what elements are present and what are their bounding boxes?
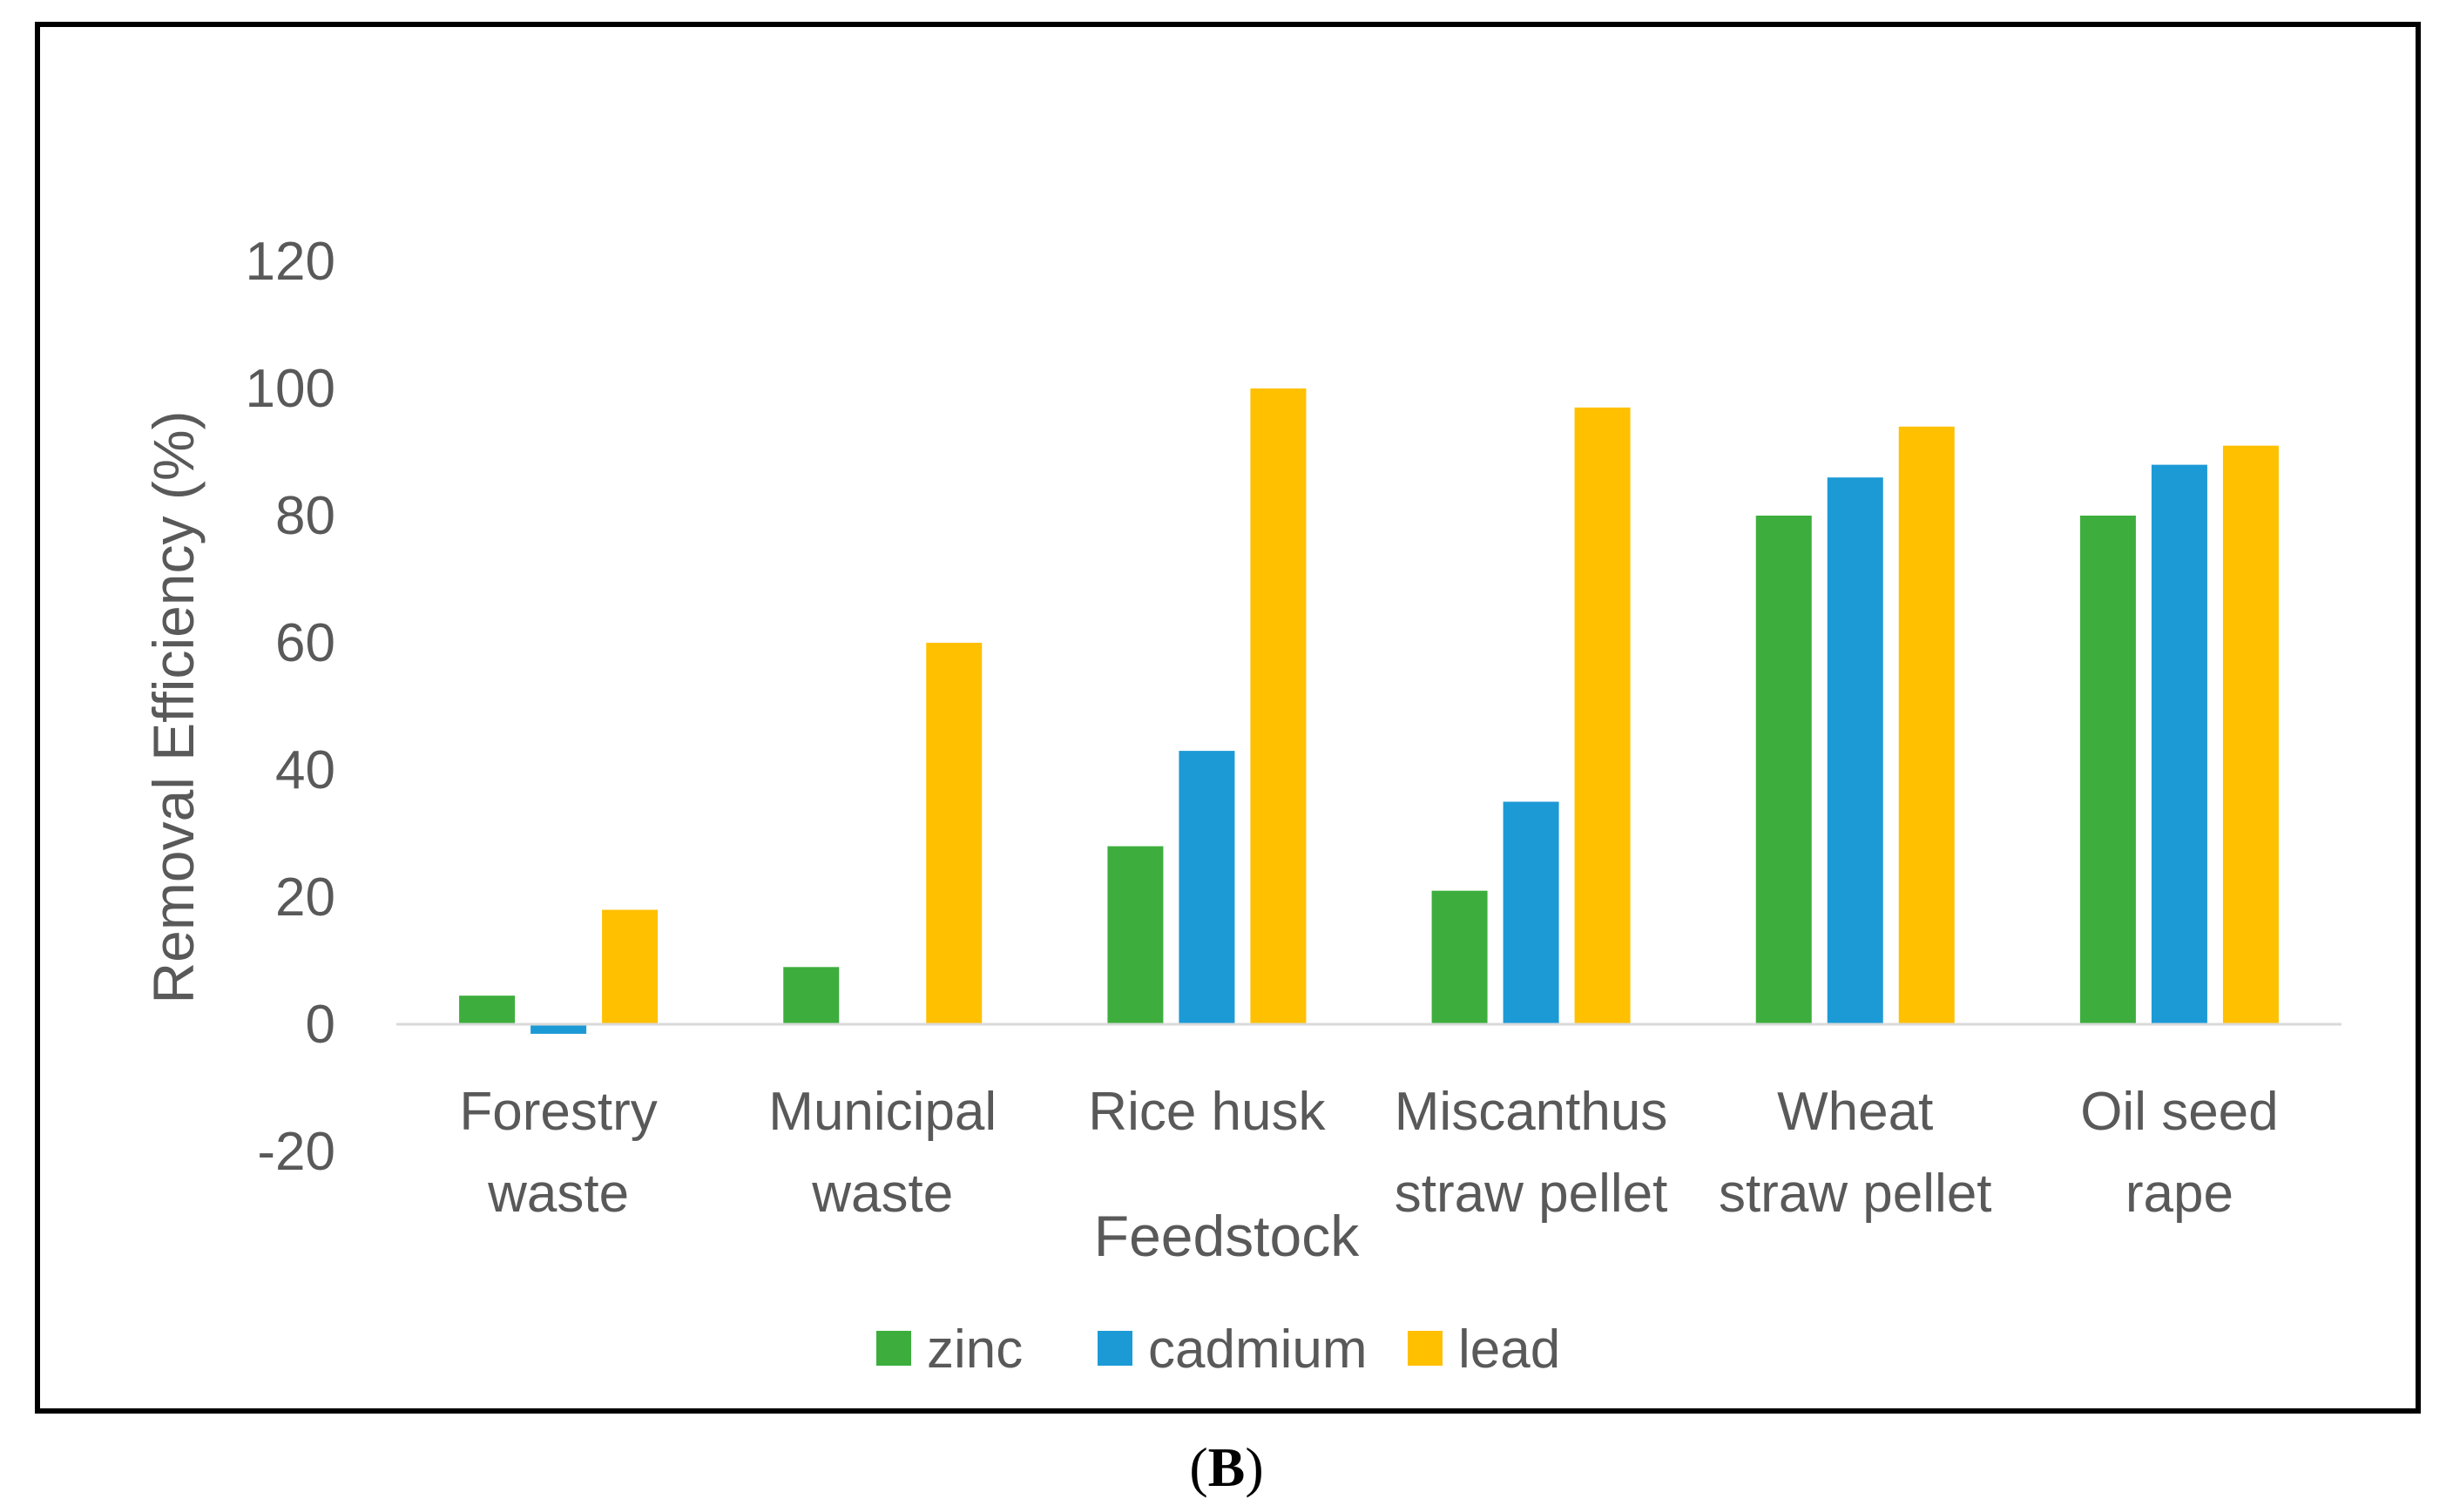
legend-swatch-cadmium xyxy=(1098,1331,1132,1366)
bar-zinc xyxy=(1755,516,1812,1024)
y-axis-title: Removal Efficiency (%) xyxy=(141,411,206,1004)
x-tick-label: Municipal waste xyxy=(768,1082,997,1224)
bar-lead xyxy=(1574,407,1631,1024)
y-tick-label: -20 xyxy=(257,1122,335,1182)
y-tick-label: 20 xyxy=(275,867,335,928)
legend-label-zinc: zinc xyxy=(927,1320,1023,1380)
bar-cadmium xyxy=(1827,477,1883,1024)
y-tick-labels: -20 0 20 40 60 80 100 120 xyxy=(246,232,335,1182)
bar-lead xyxy=(2222,445,2279,1024)
y-tick-label: 100 xyxy=(246,359,335,419)
legend-swatch-lead xyxy=(1408,1331,1443,1366)
x-tick-label: Miscanthus straw pellet xyxy=(1395,1082,1668,1224)
bar-zinc xyxy=(783,967,840,1024)
legend-label-cadmium: cadmium xyxy=(1148,1320,1368,1380)
bar-lead xyxy=(602,909,659,1024)
y-tick-label: 40 xyxy=(275,740,335,800)
bar-lead xyxy=(926,643,983,1024)
caption-open-paren: ( xyxy=(1189,1436,1207,1498)
bar-lead xyxy=(1250,388,1307,1024)
x-tick-label: Wheat straw pellet xyxy=(1719,1082,1992,1224)
x-axis-title: Feedstock xyxy=(1094,1204,1360,1268)
caption-close-paren: ) xyxy=(1245,1436,1263,1498)
chart-frame xyxy=(35,22,2421,1414)
bar-zinc xyxy=(2079,516,2136,1024)
y-tick-label: 60 xyxy=(275,613,335,673)
y-tick-label: 80 xyxy=(275,486,335,546)
bar-lead xyxy=(1898,426,1955,1024)
x-tick-labels: Forestry waste Municipal waste Rice husk Misc… xyxy=(459,1082,2278,1224)
y-tick-label: 0 xyxy=(306,995,335,1055)
bar-cadmium xyxy=(530,1024,587,1034)
legend: zinc cadmium lead xyxy=(876,1320,1560,1380)
legend-label-lead: lead xyxy=(1458,1320,1560,1380)
x-tick-label: Oil seed rape xyxy=(2080,1082,2278,1224)
bar-zinc xyxy=(459,996,516,1024)
bar-cadmium xyxy=(1179,751,1235,1024)
x-tick-label: Rice husk xyxy=(1088,1082,1326,1142)
figure-caption: (B) xyxy=(1189,1436,1263,1498)
caption-letter: B xyxy=(1208,1436,1246,1498)
bar-cadmium xyxy=(1503,801,1559,1024)
legend-swatch-zinc xyxy=(876,1331,911,1366)
bars-layer xyxy=(459,388,2279,1034)
bar-zinc xyxy=(1431,890,1488,1024)
y-tick-label: 120 xyxy=(246,232,335,292)
bar-zinc xyxy=(1107,846,1164,1024)
bar-cadmium xyxy=(2151,464,2207,1024)
x-tick-label: Forestry waste xyxy=(459,1082,657,1224)
